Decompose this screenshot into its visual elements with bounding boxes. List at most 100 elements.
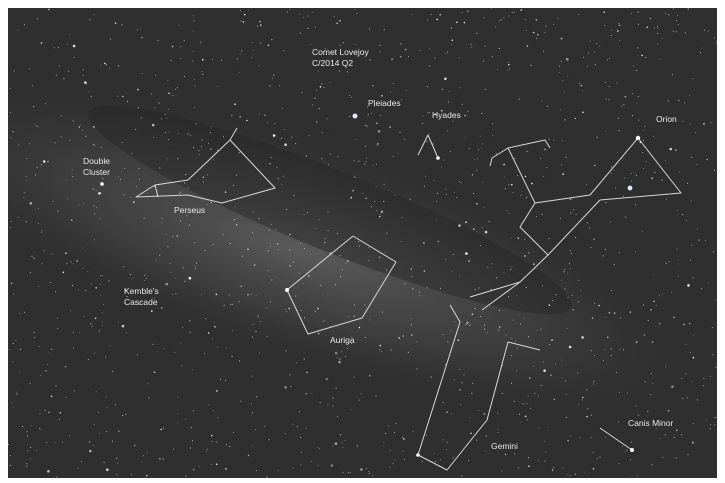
star [371, 113, 372, 114]
star [157, 351, 158, 352]
star [372, 165, 373, 166]
star [318, 465, 319, 466]
star [44, 410, 46, 412]
star [502, 393, 503, 394]
star [155, 75, 156, 76]
star [593, 468, 595, 470]
star [306, 428, 307, 429]
star [22, 426, 23, 427]
star [366, 125, 368, 127]
star [610, 222, 611, 223]
star [673, 317, 675, 319]
star [328, 211, 329, 212]
star [597, 137, 598, 138]
star [201, 294, 202, 295]
star [651, 373, 652, 374]
star [319, 219, 320, 220]
capella [285, 288, 289, 292]
star [99, 331, 100, 332]
star [93, 126, 95, 128]
star [141, 117, 142, 118]
star [268, 270, 269, 271]
star [610, 348, 612, 350]
star [468, 260, 470, 262]
star [38, 346, 39, 347]
star [253, 211, 254, 212]
star [701, 288, 702, 289]
star [93, 445, 94, 446]
star [130, 197, 131, 198]
star [78, 205, 79, 206]
star [611, 290, 612, 291]
star [713, 354, 714, 355]
star [192, 61, 193, 62]
star [359, 400, 360, 401]
star [647, 27, 649, 29]
star [91, 284, 92, 285]
star [582, 90, 583, 91]
star [658, 59, 659, 60]
star [26, 431, 28, 433]
star [330, 154, 331, 155]
star [485, 89, 486, 90]
star [553, 24, 554, 25]
star [330, 82, 331, 83]
star [193, 20, 194, 21]
star [101, 147, 102, 148]
star [693, 335, 694, 336]
star [447, 442, 448, 443]
star [678, 24, 679, 25]
star [47, 470, 50, 473]
star [524, 318, 525, 319]
star [657, 44, 658, 45]
star [365, 337, 366, 338]
star [289, 374, 290, 375]
star [251, 57, 252, 58]
star [579, 83, 580, 84]
star [345, 263, 346, 264]
star [638, 415, 639, 416]
star [318, 70, 319, 71]
star [362, 193, 363, 194]
star [285, 433, 286, 434]
star [630, 477, 631, 478]
star [253, 50, 254, 51]
star [248, 455, 250, 457]
star [52, 254, 53, 255]
star [689, 323, 691, 325]
star [456, 197, 457, 198]
star [315, 27, 316, 28]
star [505, 454, 506, 455]
star [256, 396, 257, 397]
star [332, 446, 333, 447]
star [411, 324, 412, 325]
star [217, 417, 218, 418]
star [580, 290, 581, 291]
star [343, 472, 344, 473]
star [429, 48, 430, 49]
star [491, 289, 492, 290]
star [33, 106, 34, 107]
star [339, 358, 341, 360]
star [516, 370, 517, 371]
star [511, 383, 512, 384]
star [164, 348, 165, 349]
star [651, 177, 653, 179]
star [485, 450, 486, 451]
star [88, 359, 89, 360]
star [495, 26, 496, 27]
star [354, 316, 355, 317]
star [528, 252, 530, 254]
star [317, 447, 318, 448]
star [638, 12, 639, 13]
star [206, 204, 207, 205]
star [347, 260, 349, 262]
star [42, 263, 43, 264]
star [448, 91, 449, 92]
star [208, 332, 210, 334]
star [200, 42, 202, 44]
star [258, 316, 259, 317]
star [630, 311, 632, 313]
star [584, 472, 585, 473]
star [272, 78, 273, 79]
